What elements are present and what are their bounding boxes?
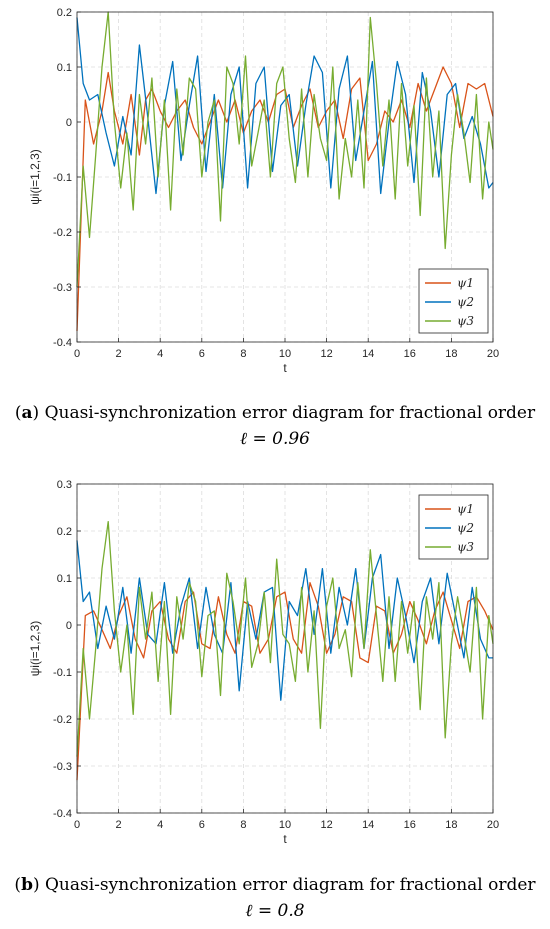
y-tick-label: 0.1 [57,62,72,74]
x-tick-label: 4 [157,819,163,831]
x-tick-label: 2 [116,348,122,360]
y-tick-label: -0.1 [53,667,72,679]
legend-label-psi1: ψ1 [457,276,474,290]
x-tick-label: 12 [320,819,332,831]
x-tick-label: 20 [487,819,499,831]
y-tick-label: 0.1 [57,573,72,585]
series-line-psi3 [76,520,494,757]
y-tick-label: 0.2 [57,526,72,538]
x-tick-label: 6 [199,819,205,831]
x-tick-label: 8 [240,819,246,831]
x-axis-label: t [283,832,287,846]
x-tick-label: 14 [362,819,374,831]
y-tick-label: -0.4 [53,337,72,349]
caption-b: (b) Quasi-synchronization error diagram … [14,875,536,921]
y-tick-label: -0.1 [53,172,72,184]
legend-label-psi3: ψ3 [457,540,474,554]
chart-b: 0 2 4 6 8 10 12 14 16 18 20 -0.4 -0.3 -0.2 -0.1 0 0.1 0.2… [28,479,499,846]
x-tick-label: 16 [404,348,416,360]
legend-box [418,268,489,334]
x-tick-label: 0 [74,819,80,831]
legend-box [418,494,489,560]
caption-a: (a) Quasi-synchronization error diagram … [14,403,536,449]
y-tick-label: -0.2 [53,714,72,726]
caption-a-tag: a [21,403,33,423]
y-tick-label: 0 [66,620,72,632]
y-tick-label: 0.3 [57,479,72,491]
y-tick-label: -0.2 [53,227,72,239]
x-tick-label: 18 [445,819,457,831]
y-axis-label: ψi(i=1,2,3) [28,621,42,677]
y-tick-label: -0.3 [53,282,72,294]
caption-a-equation: ℓ = 0.96 [240,429,310,449]
x-tick-label: 0 [74,348,80,360]
legend: ψ1 ψ2 ψ3 [418,494,489,560]
x-tick-label: 18 [445,348,457,360]
legend-label-psi2: ψ2 [457,521,474,535]
y-tick-label: 0 [66,117,72,129]
series-line-psi2 [76,17,494,195]
caption-b-text: Quasi-synchronization error diagram for … [45,875,536,895]
y-axis-label: ψi(i=1,2,3) [28,149,42,205]
caption-a-text: Quasi-synchronization error diagram for … [44,403,536,423]
x-tick-label: 20 [487,348,499,360]
series-line-psi2 [76,540,493,701]
caption-b-equation: ℓ = 0.8 [245,901,305,921]
legend-label-psi1: ψ1 [457,502,474,516]
y-tick-label: -0.3 [53,761,72,773]
x-tick-label: 8 [240,348,246,360]
x-axis-label: t [283,361,287,375]
caption-b-tag: b [21,875,33,895]
x-tick-label: 10 [279,348,291,360]
x-tick-label: 14 [362,348,374,360]
chart-a: 0 2 4 6 8 10 12 14 16 18 20 -0.4 -0.3 -0.2 -0.1 0 0.1 0.2… [28,7,499,375]
legend-label-psi2: ψ2 [457,295,474,309]
x-tick-label: 6 [199,348,205,360]
y-tick-label: -0.4 [53,808,72,820]
x-tick-label: 10 [279,819,291,831]
x-tick-label: 16 [404,819,416,831]
x-tick-label: 2 [116,819,122,831]
legend-label-psi3: ψ3 [457,314,474,328]
series-line-psi1 [76,66,494,332]
x-tick-label: 12 [320,348,332,360]
y-tick-label: 0.2 [57,7,72,19]
x-tick-label: 4 [157,348,163,360]
legend: ψ1 ψ2 ψ3 [418,268,489,334]
series-line-psi3 [76,11,494,288]
